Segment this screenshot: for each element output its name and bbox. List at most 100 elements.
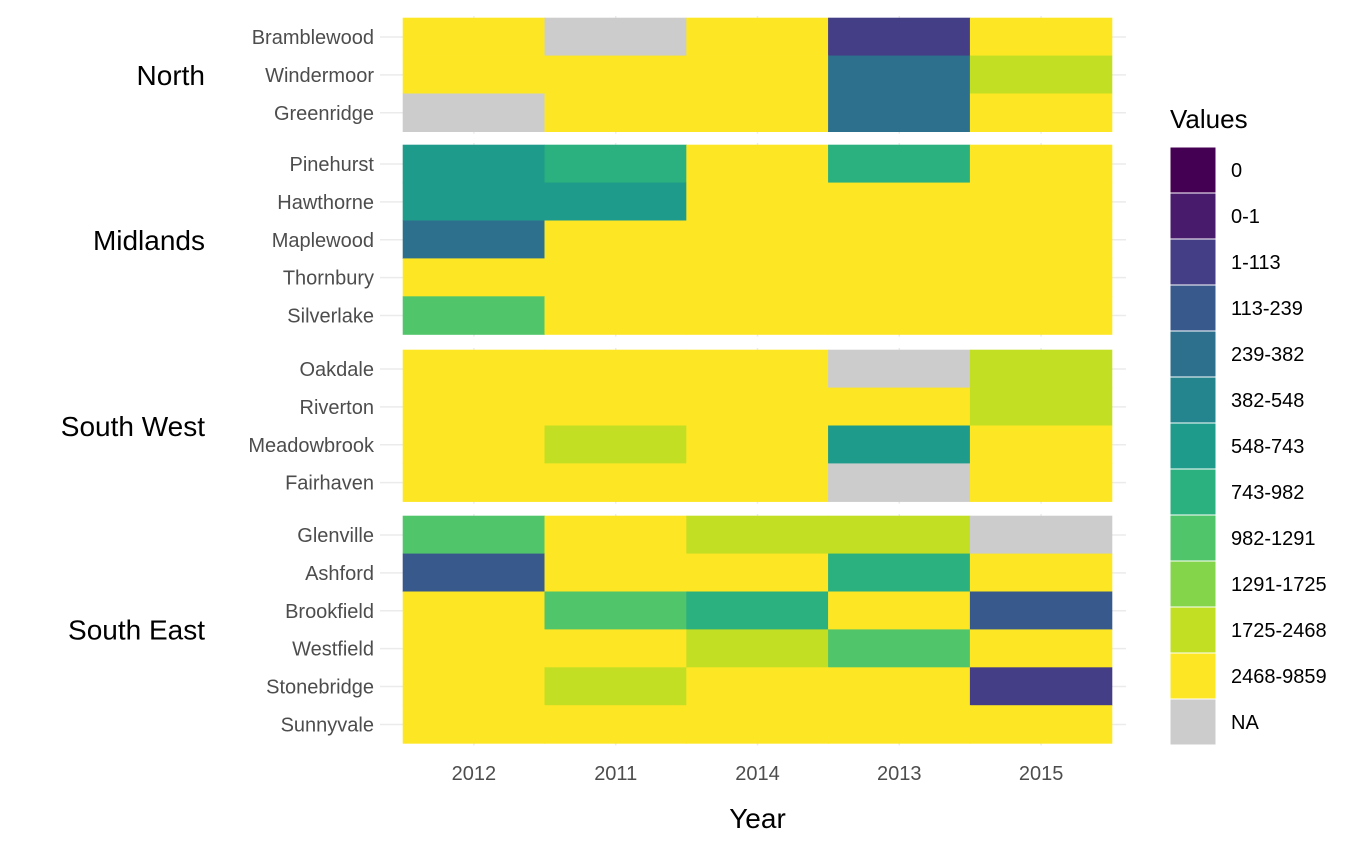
heatmap-cell: [544, 553, 687, 593]
legend-label: 548-743: [1231, 436, 1304, 458]
heatmap-cell: [686, 220, 829, 260]
heatmap-cell: [686, 515, 829, 555]
heatmap-cell: [969, 425, 1113, 464]
heatmap-cell: [969, 93, 1113, 133]
legend-label: 0: [1231, 160, 1242, 182]
legend-key: [1169, 698, 1217, 746]
row-label: Riverton: [300, 397, 374, 419]
heatmap-cell: [686, 93, 829, 133]
heatmap-cell: [828, 258, 971, 297]
heatmap-cell: [402, 387, 546, 427]
heatmap-cell: [402, 425, 546, 464]
heatmap-cell: [828, 553, 971, 593]
row-label: Fairhaven: [285, 473, 374, 495]
heatmap-cell: [969, 553, 1113, 593]
heatmap-cell: [686, 55, 829, 95]
heatmap-cell: [828, 349, 971, 389]
heatmap-cell: [402, 553, 546, 593]
legend-label: 1725-2468: [1231, 620, 1327, 642]
x-tick-label: 2013: [877, 763, 922, 785]
heatmap-cell: [544, 425, 687, 464]
heatmap-cell: [828, 591, 971, 630]
legend-label: 1-113: [1231, 252, 1281, 274]
heatmap-cell: [544, 182, 687, 222]
heatmap-cell: [686, 349, 829, 389]
row-label: Stonebridge: [266, 677, 374, 699]
group-label: South West: [61, 411, 205, 442]
legend-label: 382-548: [1231, 390, 1304, 412]
heatmap-cell: [686, 296, 829, 335]
x-tick-label: 2011: [594, 763, 637, 785]
row-label: Windermoor: [265, 65, 374, 87]
heatmap-cell: [402, 667, 546, 706]
heatmap-cell: [969, 349, 1113, 389]
heatmap-cell: [686, 629, 829, 668]
heatmap-cell: [402, 629, 546, 668]
row-label: Maplewood: [272, 230, 374, 252]
heatmap-cell: [828, 182, 971, 222]
heatmap-cell: [686, 553, 829, 593]
heatmap-cell: [544, 463, 687, 502]
heatmap-cell: [544, 515, 687, 555]
heatmap-cell: [828, 144, 971, 184]
legend-label: 113-239: [1231, 298, 1303, 320]
x-tick-label: 2015: [1019, 763, 1064, 785]
row-label: Pinehurst: [290, 154, 375, 176]
heatmap-cell: [402, 258, 546, 297]
heatmap-cell: [402, 220, 546, 260]
heatmap-cell: [402, 463, 546, 502]
heatmap-cell: [828, 425, 971, 464]
legend-label: 743-982: [1231, 482, 1304, 504]
legend-label: 982-1291: [1231, 528, 1316, 550]
heatmap-cell: [402, 296, 546, 335]
heatmap-cell: [969, 144, 1113, 184]
legend-key: [1169, 606, 1217, 654]
heatmap-cell: [402, 55, 546, 95]
x-axis-title: Year: [729, 803, 786, 834]
heatmap-cell: [544, 705, 687, 744]
heatmap-cell: [402, 591, 546, 630]
heatmap-cell: [969, 220, 1113, 260]
heatmap-cell: [544, 220, 687, 260]
legend-label: 239-382: [1231, 344, 1304, 366]
row-label: Brookfield: [285, 601, 374, 623]
heatmap-cell: [686, 387, 829, 427]
heatmap-cell: [828, 705, 971, 744]
x-tick-label: 2014: [735, 763, 780, 785]
heatmap-cell: [402, 93, 546, 133]
heatmap-cell: [544, 387, 687, 427]
heatmap-cell: [828, 220, 971, 260]
legend-key: [1169, 514, 1217, 562]
heatmap-cell: [544, 349, 687, 389]
heatmap-cell: [544, 55, 687, 95]
legend-key: [1169, 468, 1217, 516]
heatmap-cell: [828, 387, 971, 427]
heatmap-cell: [544, 93, 687, 133]
heatmap-cell: [969, 258, 1113, 297]
row-label: Sunnyvale: [281, 714, 374, 736]
heatmap-cell: [402, 705, 546, 744]
x-tick-label: 2012: [452, 763, 497, 785]
heatmap-cell: [402, 144, 546, 184]
heatmap-cell: [686, 144, 829, 184]
legend-label: NA: [1231, 712, 1259, 734]
row-label: Westfield: [292, 639, 374, 661]
heatmap-cell: [828, 93, 971, 133]
legend-key: [1169, 330, 1217, 378]
heatmap-cell: [402, 17, 546, 57]
row-label: Ashford: [305, 563, 374, 585]
heatmap-cell: [969, 591, 1113, 630]
heatmap-cell: [686, 667, 829, 706]
heatmap-cell: [969, 629, 1113, 668]
legend-label: 0-1: [1231, 206, 1260, 228]
heatmap-cell: [969, 296, 1113, 335]
row-label: Hawthorne: [277, 192, 374, 214]
legend-key: [1169, 238, 1217, 286]
row-label: Bramblewood: [252, 27, 374, 49]
heatmap-cell: [828, 629, 971, 668]
heatmap-cell: [544, 591, 687, 630]
heatmap-cell: [969, 55, 1113, 95]
heatmap-cell: [828, 515, 971, 555]
row-label: Silverlake: [287, 306, 374, 328]
